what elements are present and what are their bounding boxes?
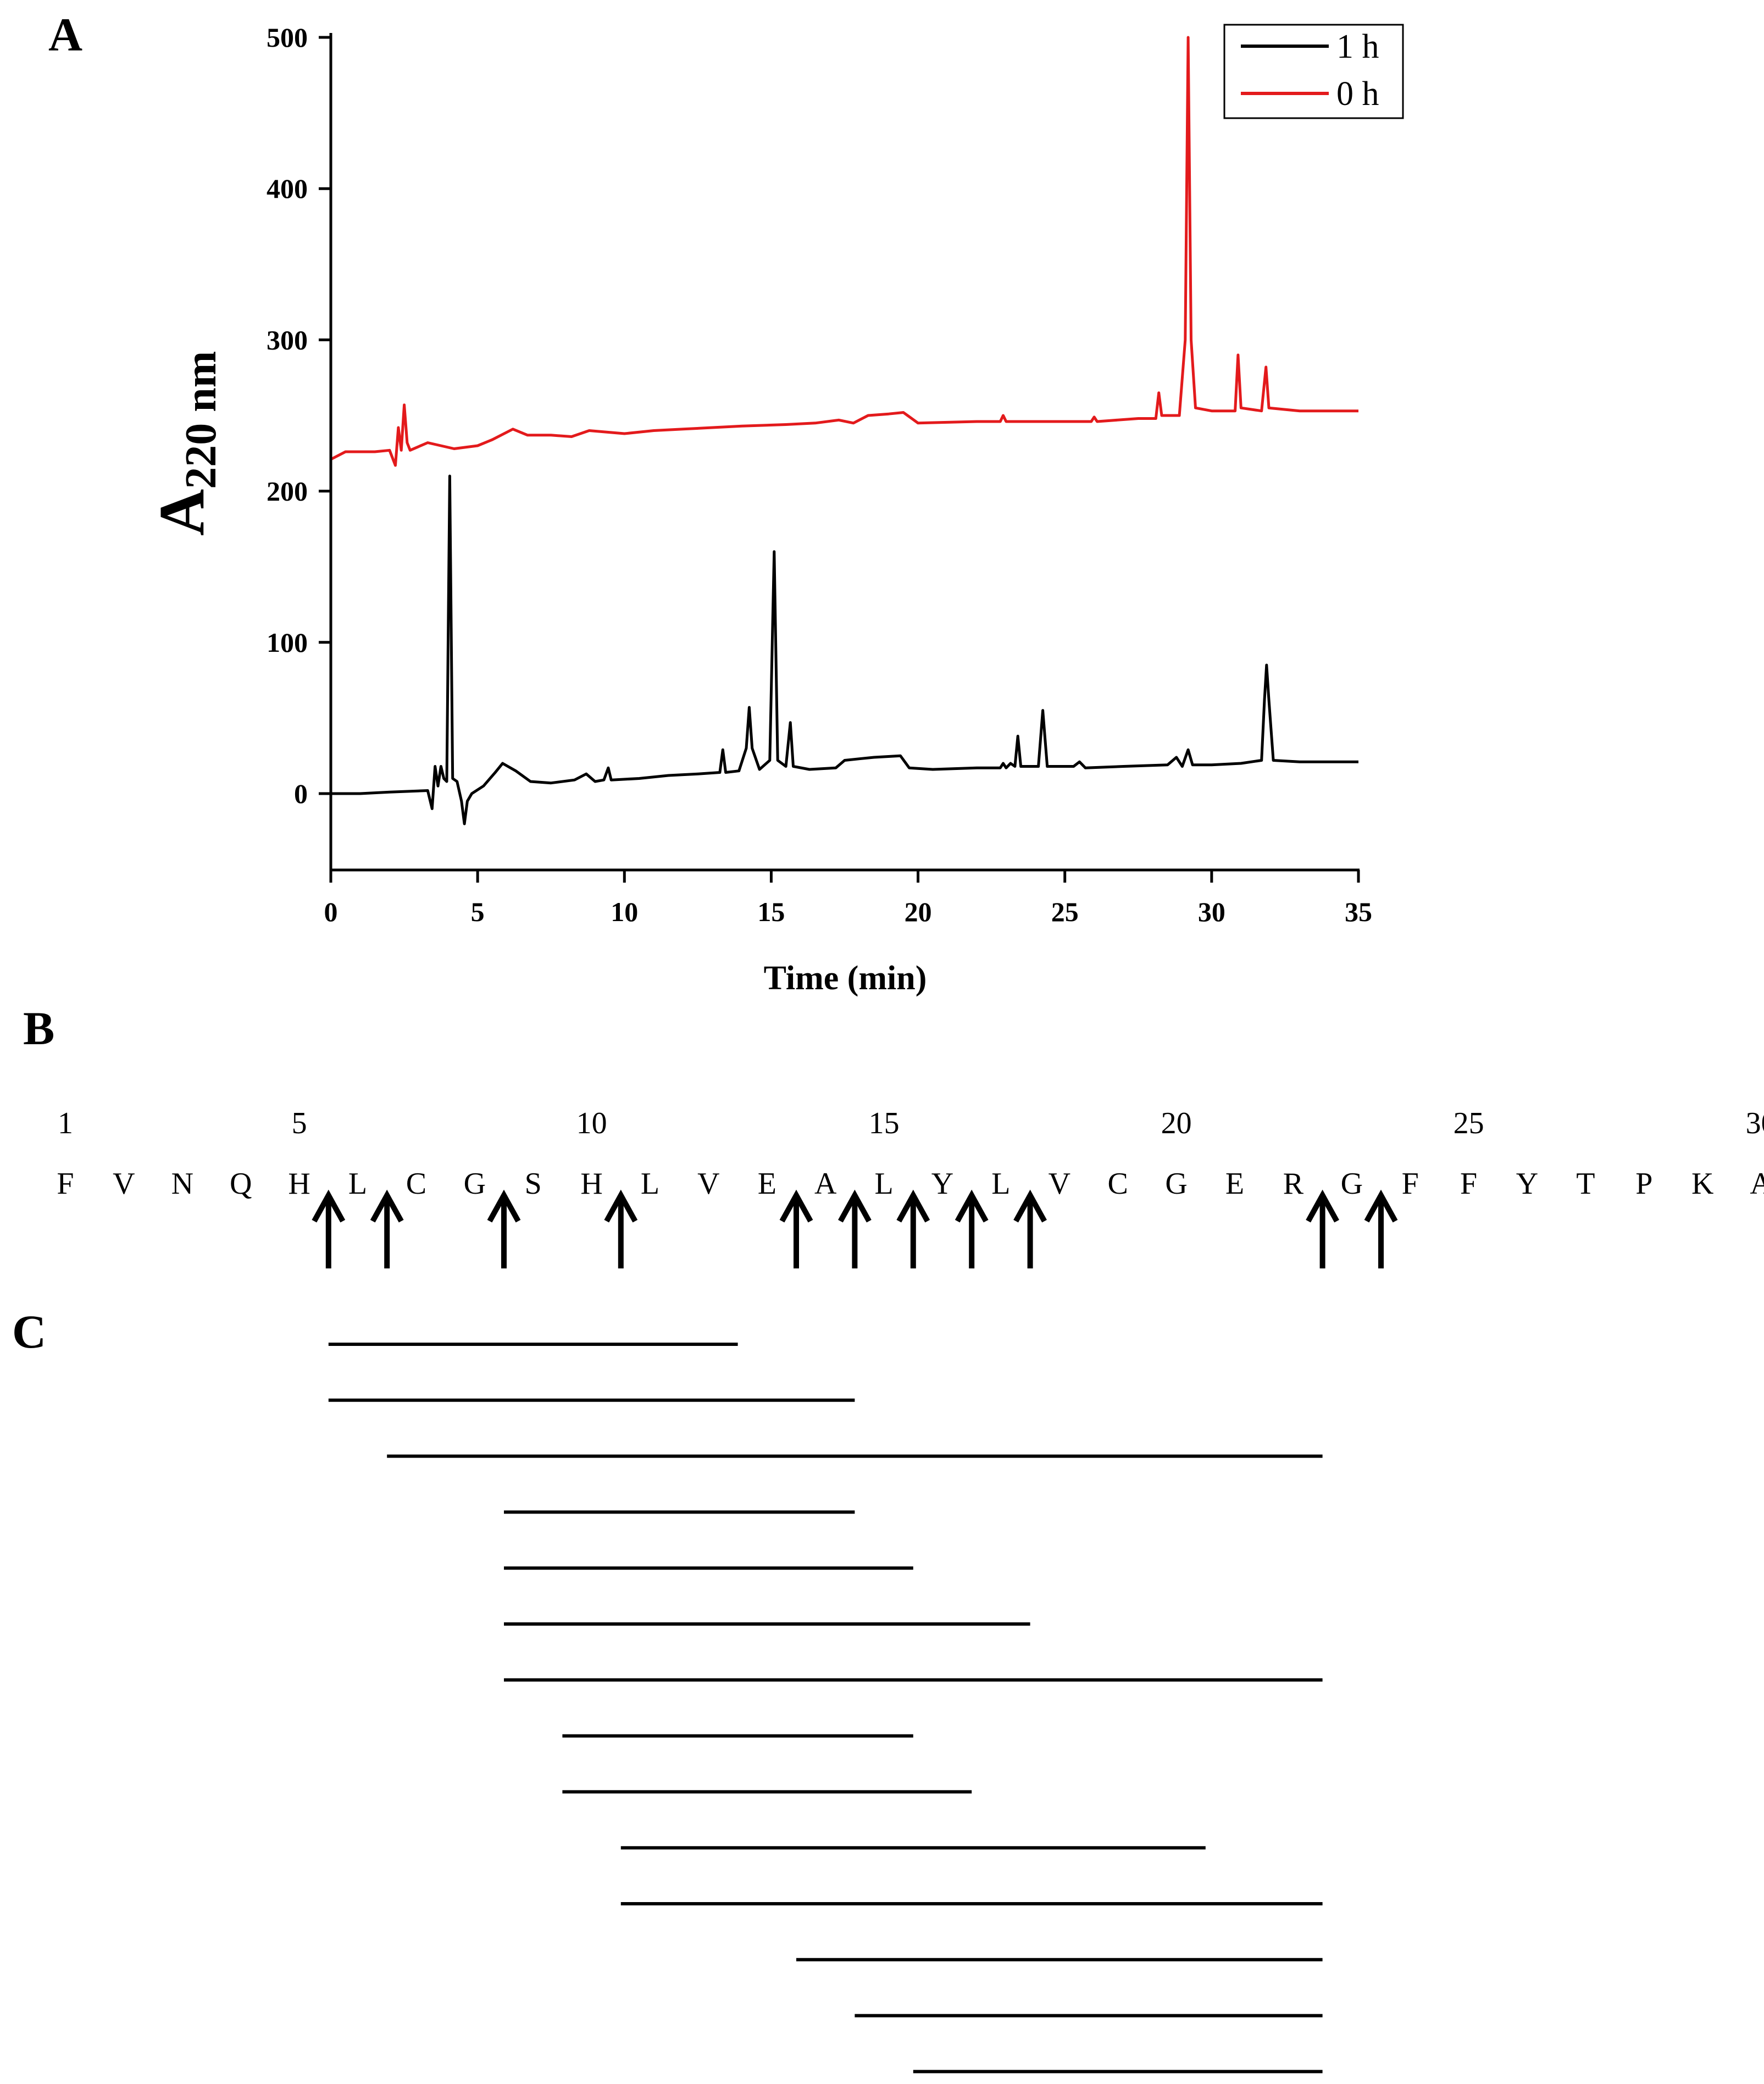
cleavage-arrow-head [1013,1189,1047,1223]
y-tick-label: 300 [267,324,308,355]
sequence-panel: 151015202530FVNQHLCGSHLVEALYLVCGERGFFYTP… [57,1106,1764,1268]
legend: 1 h 0 h [1223,24,1404,119]
residue-letter: T [1576,1167,1595,1201]
residue-letter: L [348,1167,367,1201]
cleavage-arrow [896,1189,930,1268]
cleavage-arrow [487,1189,521,1268]
y-tick-label: 200 [267,476,308,507]
series-line-1h [331,474,1358,825]
residue-letter: H [580,1167,602,1201]
y-tick-label: 400 [267,173,308,204]
residue-letter: R [1283,1167,1304,1201]
x-tick-label: 30 [1198,896,1225,927]
residue-letter: F [1460,1167,1477,1201]
cleavage-arrow-head [1364,1189,1398,1223]
y-axis-title-main: A [146,489,218,536]
sequence-number: 25 [1454,1106,1484,1140]
cleavage-arrow [955,1189,989,1268]
cleavage-arrow-head [370,1189,404,1223]
cleavage-arrow-head [896,1189,930,1223]
residue-letter: V [1049,1167,1070,1201]
fragment-panel [328,1343,1323,2074]
legend-label-1h: 1 h [1336,28,1379,65]
residue-letter: A [814,1167,837,1201]
panel-label-a: A [48,8,82,61]
cleavage-arrow-head [312,1189,346,1223]
sequence-number: 10 [576,1106,607,1140]
y-axis-title-text: A220 nm [146,351,225,536]
cleavage-arrow [1306,1189,1339,1268]
residue-letter: G [464,1167,486,1201]
sequence-number: 5 [292,1106,307,1140]
x-tick-label: 35 [1345,896,1372,927]
residue-letter: F [57,1167,74,1201]
sequence-number: 30 [1746,1106,1764,1140]
legend-label-0h: 0 h [1336,75,1379,113]
residue-letter: C [1108,1167,1128,1201]
chromatogram-panel: 0 5 10 15 20 25 30 35 0 100 200 300 400 500 Time (min… [146,22,1404,997]
residue-letter: L [991,1167,1010,1201]
residue-letter: E [758,1167,776,1201]
residue-letter: C [406,1167,426,1201]
cleavage-arrow [604,1189,638,1268]
sequence-number: 20 [1161,1106,1192,1140]
residue-letter: Q [230,1167,252,1201]
cleavage-arrow [779,1189,813,1268]
y-tick-label: 100 [267,627,308,658]
cleavage-arrow-head [487,1189,521,1223]
cleavage-arrow [312,1189,346,1268]
y-tick-label: 0 [294,778,308,809]
cleavage-arrow [1013,1189,1047,1268]
legend-box [1223,24,1404,119]
y-tick-label: 500 [267,22,308,53]
residue-letter: V [697,1167,719,1201]
residue-letter: S [525,1167,542,1201]
cleavage-arrow-head [838,1189,872,1223]
sequence-number: 1 [58,1106,73,1140]
x-tick-label: 15 [757,896,785,927]
residue-letter: N [171,1167,193,1201]
sequence-number: 15 [869,1106,900,1140]
residue-letter: F [1402,1167,1419,1201]
residue-letter: G [1341,1167,1363,1201]
y-axis-title-subscript: 220 nm [177,351,225,489]
cleavage-arrow [1364,1189,1398,1268]
axes-layer [329,33,1360,872]
panel-label-b: B [23,1002,54,1055]
residue-letter: L [641,1167,659,1201]
residue-letter: P [1635,1167,1652,1201]
series-layer [330,36,1358,825]
residue-letter: L [874,1167,893,1201]
ticks-layer: 0 5 10 15 20 25 30 35 0 100 200 300 400 500 [267,22,1372,927]
residue-letter: H [288,1167,310,1201]
cleavage-arrow-head [604,1189,638,1223]
residue-letter: Y [931,1167,953,1201]
residue-letter: G [1165,1167,1187,1201]
cleavage-arrow [838,1189,872,1268]
x-tick-label: 20 [905,896,932,927]
panel-label-c: C [12,1305,46,1358]
x-tick-label: 0 [324,896,338,927]
cleavage-arrow-head [779,1189,813,1223]
x-tick-label: 10 [611,896,638,927]
residue-letter: A [1750,1167,1764,1201]
residue-letter: K [1691,1167,1713,1201]
residue-letter: Y [1516,1167,1538,1201]
residue-letter: V [113,1167,135,1201]
x-tick-label: 5 [471,896,485,927]
cleavage-arrow-head [1306,1189,1339,1223]
cleavage-arrow [370,1189,404,1268]
x-tick-label: 25 [1051,896,1079,927]
x-axis-title: Time (min) [764,960,927,997]
y-axis-title: A220 nm [146,351,225,536]
residue-letter: E [1225,1167,1244,1201]
series-line-0h [330,36,1358,467]
cleavage-arrow-head [955,1189,989,1223]
